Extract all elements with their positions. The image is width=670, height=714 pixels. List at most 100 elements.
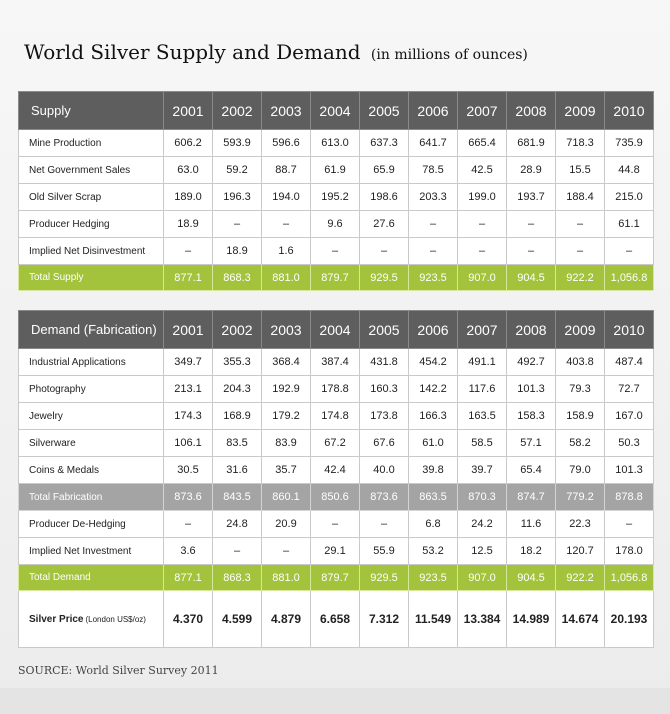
value-cell: 2004 (310, 91, 360, 130)
value-cell: 44.8 (604, 156, 654, 184)
value-cell: 178.0 (604, 537, 654, 565)
value-cell: 2006 (408, 91, 458, 130)
value-cell: 199.0 (457, 183, 507, 211)
value-cell: 850.6 (310, 483, 360, 511)
value-cell: – (359, 237, 409, 265)
row-label: Supply (18, 91, 164, 130)
value-cell: 1,056.8 (604, 264, 654, 291)
price-cell: 11.549 (408, 590, 458, 648)
value-cell: 192.9 (261, 375, 311, 403)
value-cell: 67.6 (359, 429, 409, 457)
value-cell: 870.3 (457, 483, 507, 511)
value-cell: 2003 (261, 91, 311, 130)
total-supply-row: Total Supply 877.1 868.3 881.0 879.7 929.5 923… (18, 264, 654, 291)
value-cell: 923.5 (408, 264, 458, 291)
value-cell: 65.4 (506, 456, 556, 484)
value-cell: 431.8 (359, 348, 409, 376)
value-cell: 2001 (163, 310, 213, 349)
demand-table: Demand (Fabrication) 2001 2002 2003 2004 2005… (18, 310, 654, 648)
value-cell: 860.1 (261, 483, 311, 511)
value-cell: 863.5 (408, 483, 458, 511)
value-cell: 20.9 (261, 510, 311, 538)
value-cell: 83.5 (212, 429, 262, 457)
value-cell: – (212, 537, 262, 565)
value-cell: 173.8 (359, 402, 409, 430)
value-cell: – (310, 510, 360, 538)
value-cell: – (506, 210, 556, 238)
value-cell: 907.0 (457, 264, 507, 291)
total-fabrication-row: Total Fabrication 873.6 843.5 860.1 850.6 873… (18, 483, 654, 511)
value-cell: 877.1 (163, 264, 213, 291)
value-cell: 3.6 (163, 537, 213, 565)
title-subtitle: (in millions of ounces) (370, 47, 528, 63)
value-cell: 355.3 (212, 348, 262, 376)
value-cell: 167.0 (604, 402, 654, 430)
value-cell: 2008 (506, 91, 556, 130)
value-cell: 2003 (261, 310, 311, 349)
value-cell: 195.2 (310, 183, 360, 211)
silver-price-unit: (London US$/oz) (85, 614, 146, 624)
row-label: Silverware (18, 429, 164, 457)
title-text: World Silver Supply and Demand (24, 40, 361, 64)
value-cell: 58.5 (457, 429, 507, 457)
value-cell: 196.3 (212, 183, 262, 211)
value-cell: 881.0 (261, 264, 311, 291)
value-cell: 35.7 (261, 456, 311, 484)
value-cell: 193.7 (506, 183, 556, 211)
value-cell: 18.2 (506, 537, 556, 565)
value-cell: 101.3 (604, 456, 654, 484)
price-cell: 20.193 (604, 590, 654, 648)
value-cell: 665.4 (457, 129, 507, 157)
row-label: Demand (Fabrication) (18, 310, 164, 349)
row-label: Jewelry (18, 402, 164, 430)
value-cell: 873.6 (359, 483, 409, 511)
price-cell: 6.658 (310, 590, 360, 648)
value-cell: 58.2 (555, 429, 605, 457)
value-cell: 57.1 (506, 429, 556, 457)
value-cell: 24.8 (212, 510, 262, 538)
value-cell: – (261, 210, 311, 238)
value-cell: 492.7 (506, 348, 556, 376)
value-cell: 83.9 (261, 429, 311, 457)
value-cell: 2005 (359, 310, 409, 349)
value-cell: 904.5 (506, 264, 556, 291)
value-cell: 1.6 (261, 237, 311, 265)
value-cell: 637.3 (359, 129, 409, 157)
value-cell: – (408, 237, 458, 265)
demand-row: Photography 213.1 204.3 192.9 178.8 160.3 142.… (18, 375, 654, 403)
value-cell: 18.9 (212, 237, 262, 265)
value-cell: 454.2 (408, 348, 458, 376)
value-cell: – (506, 237, 556, 265)
value-cell: 922.2 (555, 264, 605, 291)
value-cell: 593.9 (212, 129, 262, 157)
value-cell: 779.2 (555, 483, 605, 511)
value-cell: 491.1 (457, 348, 507, 376)
value-cell: 50.3 (604, 429, 654, 457)
value-cell: – (212, 210, 262, 238)
value-cell: 843.5 (212, 483, 262, 511)
value-cell: 387.4 (310, 348, 360, 376)
value-cell: 61.9 (310, 156, 360, 184)
value-cell: 142.2 (408, 375, 458, 403)
value-cell: 873.6 (163, 483, 213, 511)
value-cell: 24.2 (457, 510, 507, 538)
value-cell: 178.8 (310, 375, 360, 403)
value-cell: 31.6 (212, 456, 262, 484)
price-cell: 14.674 (555, 590, 605, 648)
value-cell: 878.8 (604, 483, 654, 511)
value-cell: 65.9 (359, 156, 409, 184)
price-cell: 14.989 (506, 590, 556, 648)
supply-row: Producer Hedging 18.9– –9.6 27.6– – – –61.1 (18, 210, 654, 238)
row-label: Industrial Applications (18, 348, 164, 376)
value-cell: 72.7 (604, 375, 654, 403)
value-cell: 67.2 (310, 429, 360, 457)
value-cell: 194.0 (261, 183, 311, 211)
value-cell: 2006 (408, 310, 458, 349)
value-cell: 63.0 (163, 156, 213, 184)
demand-header-row: Demand (Fabrication) 2001 2002 2003 2004 2005… (18, 310, 654, 349)
value-cell: 61.0 (408, 429, 458, 457)
supply-header-row: Supply 2001 2002 2003 2004 2005 2006 2007 2008 20… (18, 91, 654, 130)
row-label: Producer Hedging (18, 210, 164, 238)
row-label: Producer De-Hedging (18, 510, 164, 538)
value-cell: 30.5 (163, 456, 213, 484)
